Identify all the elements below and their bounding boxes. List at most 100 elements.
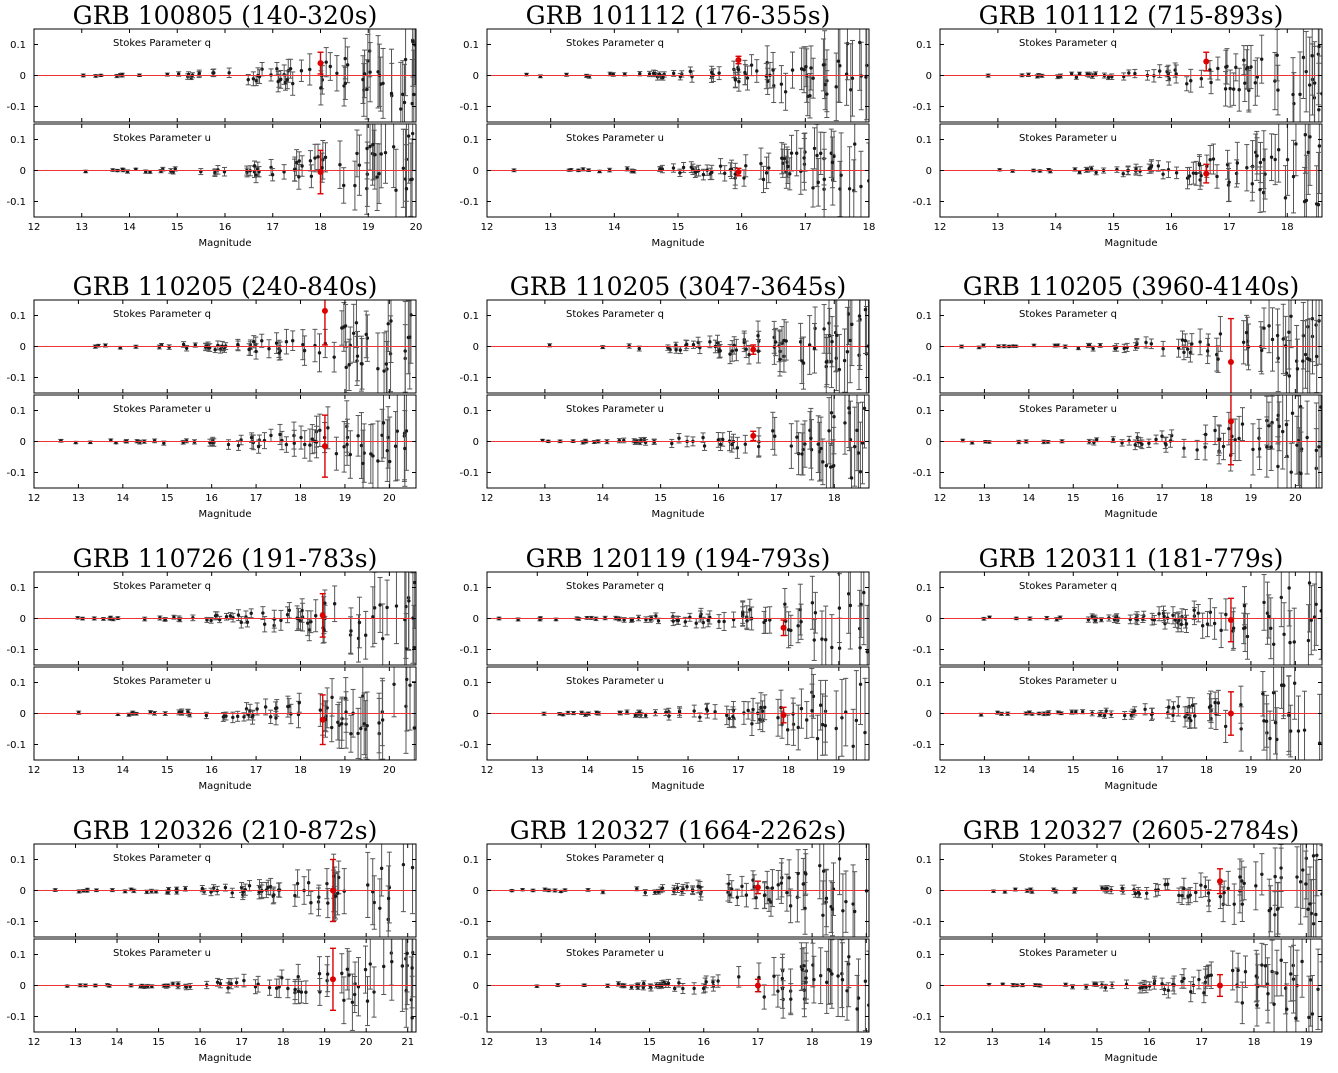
data-point: [297, 159, 301, 163]
data-point: [1267, 324, 1271, 328]
data-point: [681, 165, 686, 170]
panel-label: Stokes Parameter q: [113, 309, 211, 320]
data-point: [730, 442, 734, 447]
data-point: [1295, 443, 1299, 447]
data-point: [706, 618, 710, 623]
x-tick-label: 18: [294, 765, 307, 776]
chart-2: GRB 101112 (176-355s) Stokes Parameter q 0…: [459, 1, 875, 249]
data-point: [349, 732, 353, 736]
data-point: [718, 442, 723, 447]
data-point: [1303, 352, 1308, 357]
data-point: [344, 365, 348, 370]
data-point: [1224, 65, 1228, 69]
data-point: [303, 442, 307, 447]
data-point: [143, 617, 147, 621]
data-point: [717, 71, 721, 75]
x-tick-label: 17: [1156, 493, 1169, 504]
x-tick-label: 16: [1111, 493, 1124, 504]
data-point: [780, 156, 784, 160]
data-point: [1084, 168, 1088, 172]
data-point: [802, 156, 806, 160]
data-point: [722, 619, 726, 624]
data-point: [403, 446, 407, 451]
data-point: [741, 612, 745, 616]
data-point: [359, 443, 364, 448]
data-point: [830, 339, 834, 344]
data-points: [960, 395, 1322, 488]
data-point: [181, 342, 186, 347]
data-point: [671, 71, 676, 76]
data-point: [743, 70, 747, 75]
data-point: [835, 333, 839, 338]
data-point: [386, 322, 390, 326]
data-point: [831, 464, 835, 469]
data-point: [1174, 72, 1178, 76]
data-point: [822, 177, 826, 182]
data-point: [783, 90, 788, 94]
data-point: [1299, 471, 1303, 476]
data-point: [300, 608, 304, 613]
data-point: [228, 614, 233, 618]
data-point: [299, 435, 303, 440]
grb-marker: [1203, 58, 1210, 65]
panel-label: Stokes Parameter q: [566, 38, 664, 49]
data-point: [816, 180, 820, 185]
data-point: [1203, 445, 1207, 449]
data-point: [773, 434, 777, 438]
data-point: [284, 442, 289, 447]
data-point: [1197, 163, 1202, 167]
y-tick-label: -0.1: [459, 197, 479, 208]
data-point: [377, 721, 381, 725]
data-point: [342, 445, 346, 449]
data-point: [808, 94, 812, 98]
x-tick-label: 18: [828, 493, 841, 504]
chart-title: GRB 100805 (140-320s): [73, 1, 378, 30]
y-tick-label: 0.1: [463, 583, 479, 594]
data-point: [812, 146, 817, 151]
data-point: [204, 713, 209, 718]
data-point: [683, 620, 688, 624]
data-point: [829, 411, 834, 415]
data-point: [371, 454, 375, 458]
data-point: [1276, 88, 1280, 92]
y-tick-label: 0: [926, 166, 932, 177]
data-point: [212, 71, 216, 75]
data-point: [736, 67, 741, 72]
y-tick-label: 0.1: [463, 406, 479, 417]
data-point: [383, 150, 388, 155]
data-point: [224, 615, 229, 619]
data-point: [693, 170, 697, 174]
data-point: [809, 448, 814, 452]
data-point: [1140, 442, 1144, 447]
data-point: [376, 459, 380, 463]
data-point: [242, 715, 246, 719]
data-point: [1134, 167, 1138, 171]
data-point: [279, 77, 283, 82]
data-point: [297, 175, 301, 179]
data-point: [251, 77, 256, 81]
data-point: [1269, 445, 1273, 449]
x-tick-label: 15: [1107, 222, 1120, 233]
data-point: [744, 347, 748, 352]
data-point: [319, 86, 323, 90]
data-point: [385, 605, 389, 610]
data-point: [297, 701, 301, 705]
data-point: [377, 171, 381, 176]
data-point: [1317, 144, 1322, 148]
y-tick-label: 0: [473, 437, 479, 448]
x-tick-label: 14: [1049, 222, 1062, 233]
data-point: [282, 170, 286, 174]
data-point: [1226, 183, 1231, 187]
data-point: [351, 331, 356, 335]
y-tick-label: 0: [926, 71, 932, 82]
x-tick-label: 14: [116, 765, 129, 776]
data-point: [392, 682, 396, 686]
panel-label: Stokes Parameter u: [113, 133, 211, 144]
data-point: [747, 352, 751, 357]
data-point: [394, 604, 399, 608]
data-point: [863, 730, 867, 735]
data-point: [362, 72, 367, 76]
chart-5: GRB 110205 (3047-3645s)Stokes Parameter …: [459, 272, 870, 520]
y-tick-label: 0.1: [10, 311, 26, 322]
panel-label: Stokes Parameter u: [1019, 404, 1117, 415]
